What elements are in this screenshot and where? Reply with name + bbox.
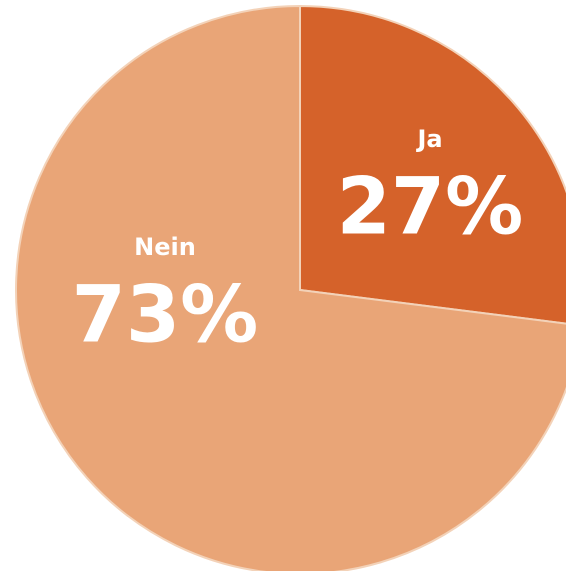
pie-slice <box>299 4 566 325</box>
slice-value-label: 27% <box>337 162 524 252</box>
slice-value-label: 73% <box>72 270 259 360</box>
slice-label: Ja <box>415 125 442 153</box>
slice-label: Nein <box>134 233 196 261</box>
pie-slice <box>15 4 566 571</box>
